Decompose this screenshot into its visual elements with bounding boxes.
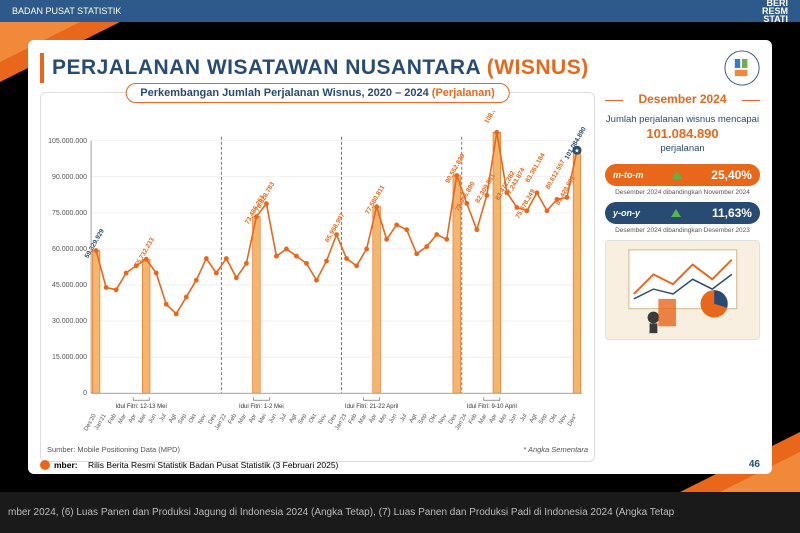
chart-title: Perkembangan Jumlah Perjalanan Wisnus, 2… (125, 83, 510, 103)
svg-text:78.828.783: 78.828.783 (254, 181, 277, 213)
credit-bullet-icon (40, 460, 50, 470)
svg-text:Apr: Apr (248, 413, 258, 424)
svg-text:75.878.249: 75.878.249 (514, 188, 537, 220)
wisnus-chart: 0 15.000.000 30.000.000 45.000.000 60.000.00… (47, 111, 588, 439)
metrics-group: m-to-m25,40% Desember 2024 dibandingkan N… (605, 164, 760, 234)
svg-text:Idul Fitri: 12-13 Mei: Idul Fitri: 12-13 Mei (115, 404, 166, 410)
svg-text:75.000.000: 75.000.000 (52, 210, 87, 217)
svg-text:45.000.000: 45.000.000 (52, 282, 87, 289)
svg-text:Mar: Mar (358, 413, 368, 425)
svg-text:Sep: Sep (538, 413, 549, 426)
svg-text:Des*: Des* (567, 413, 579, 428)
page-number: 46 (749, 459, 760, 470)
svg-text:Jun: Jun (388, 413, 398, 424)
svg-text:Sep: Sep (298, 413, 309, 426)
side-title: Desember 2024 (605, 92, 760, 108)
svg-text:105.000.000: 105.000.000 (48, 138, 87, 145)
svg-text:108.527.233: 108.527.233 (483, 111, 507, 125)
chart-column: Perkembangan Jumlah Perjalanan Wisnus, 2… (40, 92, 595, 462)
agency-name: BADAN PUSAT STATISTIK (12, 6, 121, 16)
svg-text:Nov: Nov (438, 413, 449, 425)
ticker-text: mber 2024, (6) Luas Panen dan Produksi J… (8, 507, 674, 518)
svg-text:Mei: Mei (499, 413, 509, 424)
svg-text:Apr: Apr (128, 413, 138, 424)
svg-text:Apr: Apr (368, 413, 378, 424)
illustration (605, 240, 760, 340)
svg-text:Nov: Nov (318, 413, 329, 425)
page-title: PERJALANAN WISATAWAN NUSANTARA (WISNUS) (52, 56, 589, 80)
chart-source: Sumber: Mobile Positioning Data (MPD) (47, 445, 180, 454)
title-accent-bar (40, 53, 44, 83)
metric-pill: m-to-m25,40% (605, 164, 760, 186)
footer-credit: mber: Rilis Berita Resmi Statistik Badan… (40, 460, 338, 470)
svg-text:Jul: Jul (279, 413, 288, 423)
svg-text:Mar: Mar (478, 413, 488, 425)
svg-text:Apr: Apr (489, 413, 499, 424)
svg-text:Jul: Jul (159, 413, 168, 423)
svg-text:60.000.000: 60.000.000 (52, 246, 87, 253)
ticker-bar: mber 2024, (6) Luas Panen dan Produksi J… (0, 492, 800, 533)
svg-text:0: 0 (83, 390, 87, 397)
chart-box: Perkembangan Jumlah Perjalanan Wisnus, 2… (40, 92, 595, 462)
svg-text:Jun: Jun (268, 413, 278, 424)
slide-frame: PERJALANAN WISATAWAN NUSANTARA (WISNUS) … (0, 22, 800, 492)
chart-disclaimer: * Angka Sementara (523, 445, 588, 454)
bps-logo-icon (724, 50, 760, 86)
svg-text:Jun: Jun (148, 413, 158, 424)
svg-text:Feb: Feb (468, 413, 479, 426)
svg-text:Sep: Sep (418, 413, 429, 426)
svg-text:Mei: Mei (138, 413, 148, 424)
svg-text:15.000.000: 15.000.000 (52, 354, 87, 361)
content-row: Perkembangan Jumlah Perjalanan Wisnus, 2… (40, 92, 760, 462)
svg-text:Mei: Mei (378, 413, 388, 424)
player-top-bar: BADAN PUSAT STATISTIK BERI RESM STATI (0, 0, 800, 22)
analyst-chart-icon (614, 245, 752, 333)
svg-text:30.000.000: 30.000.000 (52, 318, 87, 325)
svg-text:Feb: Feb (228, 413, 239, 426)
svg-text:Sep: Sep (177, 413, 188, 426)
svg-text:Jun: Jun (509, 413, 519, 424)
svg-text:83.361.184: 83.361.184 (524, 152, 547, 184)
svg-text:Nov: Nov (197, 413, 208, 425)
svg-text:Idul Fitri: 21-22 April: Idul Fitri: 21-22 April (345, 404, 398, 410)
svg-text:Idul Fitri: 9-10 April: Idul Fitri: 9-10 April (467, 404, 517, 410)
slide: PERJALANAN WISATAWAN NUSANTARA (WISNUS) … (28, 40, 772, 474)
metric-pill: y-on-y11,63% (605, 202, 760, 224)
side-lead: Jumlah perjalanan wisnus mencapai 101.08… (605, 114, 760, 156)
svg-text:Idul Fitri: 1-2 Mei: Idul Fitri: 1-2 Mei (239, 404, 284, 410)
svg-text:Jul: Jul (399, 413, 408, 423)
svg-text:Feb: Feb (107, 413, 118, 426)
side-column: Desember 2024 Jumlah perjalanan wisnus m… (605, 92, 760, 462)
chart-footer: Sumber: Mobile Positioning Data (MPD) * … (47, 445, 588, 454)
metric-sub: Desember 2024 dibandingkan November 2024 (605, 189, 760, 196)
svg-text:Feb: Feb (348, 413, 359, 426)
top-right-label: BERI RESM STATI (762, 0, 788, 23)
svg-text:Mar: Mar (118, 413, 128, 425)
svg-text:Mar: Mar (238, 413, 248, 425)
svg-text:90.000.000: 90.000.000 (52, 174, 87, 181)
metric-sub: Desember 2024 dibandingkan Desember 2023 (605, 227, 760, 234)
svg-text:Mei: Mei (258, 413, 268, 424)
svg-text:Jul: Jul (520, 413, 529, 423)
title-row: PERJALANAN WISATAWAN NUSANTARA (WISNUS) (40, 50, 760, 86)
